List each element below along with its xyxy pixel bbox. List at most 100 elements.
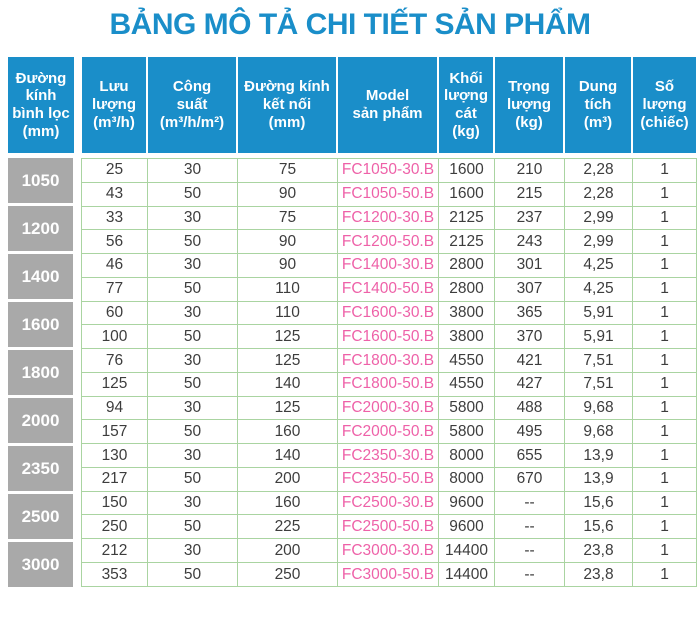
- connection-cell: 250: [237, 562, 338, 587]
- connection-cell: 140: [237, 443, 338, 468]
- model-cell: FC1400-50.B: [337, 276, 439, 302]
- sand-weight-cell: 2800: [438, 276, 495, 302]
- quantity-cell: 1: [632, 276, 697, 302]
- flow-cell: 217: [81, 466, 148, 492]
- sand-weight-cell: 3800: [438, 324, 495, 350]
- quantity-cell: 1: [632, 466, 697, 492]
- capacity-cell: 50: [147, 276, 238, 302]
- flow-cell: 77: [81, 276, 148, 302]
- sand-weight-cell: 14400: [438, 538, 495, 564]
- connection-cell: 200: [237, 466, 338, 492]
- sand-weight-cell: 9600: [438, 490, 495, 516]
- connection-cell: 110: [237, 276, 338, 302]
- quantity-cell: 1: [632, 562, 697, 587]
- header-connection: Đường kính kết nối (mm): [238, 57, 336, 153]
- capacity-cell: 30: [147, 158, 238, 183]
- diameter-group-cell: 2000: [8, 398, 73, 443]
- capacity-cell: 50: [147, 229, 238, 255]
- header-model: Model sản phẩm: [338, 57, 437, 153]
- table-row: 25 30 75 FC1050-30.B 1600 210 2,28 1: [81, 158, 697, 183]
- flow-cell: 250: [81, 514, 148, 540]
- table-row: 77 50 110 FC1400-50.B 2800 307 4,25 1: [81, 276, 697, 302]
- model-cell: FC1050-50.B: [337, 181, 439, 207]
- connection-cell: 90: [237, 253, 338, 278]
- sand-weight-cell: 2125: [438, 205, 495, 231]
- flow-cell: 56: [81, 229, 148, 255]
- model-cell: FC2000-30.B: [337, 395, 439, 421]
- weight-cell: 301: [494, 253, 565, 278]
- diameter-group-cell: 1200: [8, 206, 73, 251]
- capacity-cell: 50: [147, 419, 238, 445]
- table-row: 150 30 160 FC2500-30.B 9600 -- 15,6 1: [81, 490, 697, 516]
- diameter-group-cell: 2500: [8, 494, 73, 539]
- flow-cell: 125: [81, 371, 148, 397]
- spec-table: Đường kính bình lọc (mm) Lưu lượng (m³/h)…: [8, 57, 697, 587]
- table-header-row: Đường kính bình lọc (mm) Lưu lượng (m³/h)…: [8, 57, 697, 153]
- table-row: 353 50 250 FC3000-50.B 14400 -- 23,8 1: [81, 562, 697, 587]
- table-row: 76 30 125 FC1800-30.B 4550 421 7,51 1: [81, 348, 697, 373]
- capacity-cell: 30: [147, 205, 238, 231]
- model-cell: FC2350-30.B: [337, 443, 439, 468]
- model-cell: FC3000-50.B: [337, 562, 439, 587]
- quantity-cell: 1: [632, 490, 697, 516]
- weight-cell: 307: [494, 276, 565, 302]
- weight-cell: 243: [494, 229, 565, 255]
- capacity-cell: 30: [147, 490, 238, 516]
- volume-cell: 23,8: [564, 562, 633, 587]
- model-cell: FC1600-50.B: [337, 324, 439, 350]
- model-cell: FC1400-30.B: [337, 253, 439, 278]
- diameter-group-cell: 1600: [8, 302, 73, 347]
- quantity-cell: 1: [632, 348, 697, 373]
- quantity-cell: 1: [632, 514, 697, 540]
- volume-cell: 5,91: [564, 324, 633, 350]
- quantity-cell: 1: [632, 324, 697, 350]
- flow-cell: 353: [81, 562, 148, 587]
- weight-cell: 488: [494, 395, 565, 421]
- volume-cell: 2,99: [564, 229, 633, 255]
- connection-cell: 160: [237, 490, 338, 516]
- weight-cell: 670: [494, 466, 565, 492]
- quantity-cell: 1: [632, 300, 697, 326]
- weight-cell: --: [494, 514, 565, 540]
- flow-cell: 130: [81, 443, 148, 468]
- capacity-cell: 50: [147, 514, 238, 540]
- table-row: 60 30 110 FC1600-30.B 3800 365 5,91 1: [81, 300, 697, 326]
- sand-weight-cell: 2800: [438, 253, 495, 278]
- model-cell: FC1600-30.B: [337, 300, 439, 326]
- sand-weight-cell: 3800: [438, 300, 495, 326]
- model-cell: FC2500-50.B: [337, 514, 439, 540]
- diameter-group-cell: 3000: [8, 542, 73, 587]
- quantity-cell: 1: [632, 158, 697, 183]
- header-sand-weight: Khối lượng cát (kg): [439, 57, 493, 153]
- flow-cell: 25: [81, 158, 148, 183]
- flow-cell: 60: [81, 300, 148, 326]
- quantity-cell: 1: [632, 419, 697, 445]
- quantity-cell: 1: [632, 229, 697, 255]
- capacity-cell: 50: [147, 181, 238, 207]
- volume-cell: 15,6: [564, 490, 633, 516]
- model-cell: FC1050-30.B: [337, 158, 439, 183]
- header-weight: Trọng lượng (kg): [495, 57, 563, 153]
- volume-cell: 7,51: [564, 371, 633, 397]
- header-quantity: Số lượng (chiếc): [633, 57, 696, 153]
- header-volume: Dung tích (m³): [565, 57, 631, 153]
- data-grid: 25 30 75 FC1050-30.B 1600 210 2,28 1 43 50 90 FC105…: [81, 158, 697, 587]
- volume-cell: 13,9: [564, 466, 633, 492]
- connection-cell: 125: [237, 324, 338, 350]
- volume-cell: 4,25: [564, 253, 633, 278]
- volume-cell: 9,68: [564, 419, 633, 445]
- model-cell: FC2500-30.B: [337, 490, 439, 516]
- capacity-cell: 50: [147, 562, 238, 587]
- quantity-cell: 1: [632, 538, 697, 564]
- diameter-group-cell: 1800: [8, 350, 73, 395]
- volume-cell: 2,28: [564, 181, 633, 207]
- connection-cell: 225: [237, 514, 338, 540]
- weight-cell: --: [494, 562, 565, 587]
- flow-cell: 94: [81, 395, 148, 421]
- table-row: 33 30 75 FC1200-30.B 2125 237 2,99 1: [81, 205, 697, 231]
- connection-cell: 90: [237, 181, 338, 207]
- volume-cell: 2,99: [564, 205, 633, 231]
- sand-weight-cell: 1600: [438, 158, 495, 183]
- capacity-cell: 30: [147, 443, 238, 468]
